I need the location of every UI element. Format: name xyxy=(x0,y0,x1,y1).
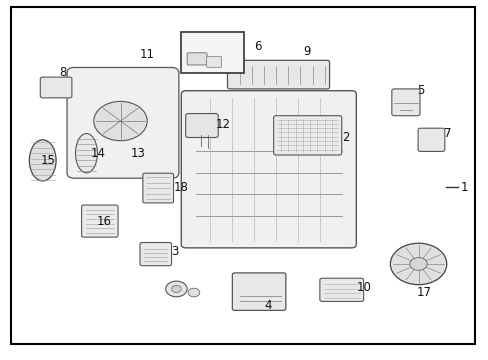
FancyBboxPatch shape xyxy=(81,205,118,237)
Text: 4: 4 xyxy=(264,298,271,311)
FancyBboxPatch shape xyxy=(67,67,179,178)
FancyBboxPatch shape xyxy=(40,77,72,98)
Text: 9: 9 xyxy=(302,45,310,58)
FancyBboxPatch shape xyxy=(232,273,285,310)
Text: 1: 1 xyxy=(460,181,468,194)
Text: 12: 12 xyxy=(215,118,230,131)
FancyBboxPatch shape xyxy=(273,116,341,155)
Text: 5: 5 xyxy=(416,84,424,97)
Text: 10: 10 xyxy=(356,281,370,294)
Text: 2: 2 xyxy=(341,131,348,144)
FancyBboxPatch shape xyxy=(206,57,221,67)
Text: 6: 6 xyxy=(254,40,261,53)
Circle shape xyxy=(94,102,147,141)
Text: 16: 16 xyxy=(96,215,111,228)
Text: 3: 3 xyxy=(171,245,179,258)
FancyBboxPatch shape xyxy=(187,53,206,65)
Circle shape xyxy=(409,257,427,270)
Circle shape xyxy=(171,285,181,293)
Text: 14: 14 xyxy=(91,147,106,160)
Text: 15: 15 xyxy=(40,154,55,167)
FancyBboxPatch shape xyxy=(140,243,171,266)
Bar xyxy=(181,32,244,73)
FancyBboxPatch shape xyxy=(417,128,444,152)
Circle shape xyxy=(389,243,446,285)
FancyBboxPatch shape xyxy=(319,278,363,301)
Ellipse shape xyxy=(29,140,56,181)
Text: 7: 7 xyxy=(443,127,450,140)
FancyBboxPatch shape xyxy=(185,113,218,138)
Text: 18: 18 xyxy=(174,181,188,194)
Ellipse shape xyxy=(75,134,97,173)
FancyBboxPatch shape xyxy=(181,91,356,248)
Text: 8: 8 xyxy=(60,66,67,79)
FancyBboxPatch shape xyxy=(142,173,173,203)
Circle shape xyxy=(188,288,200,297)
FancyBboxPatch shape xyxy=(227,60,329,89)
Text: 13: 13 xyxy=(130,147,145,160)
FancyBboxPatch shape xyxy=(391,89,419,116)
Circle shape xyxy=(165,281,187,297)
Text: 11: 11 xyxy=(140,49,155,62)
Text: 17: 17 xyxy=(416,286,431,299)
